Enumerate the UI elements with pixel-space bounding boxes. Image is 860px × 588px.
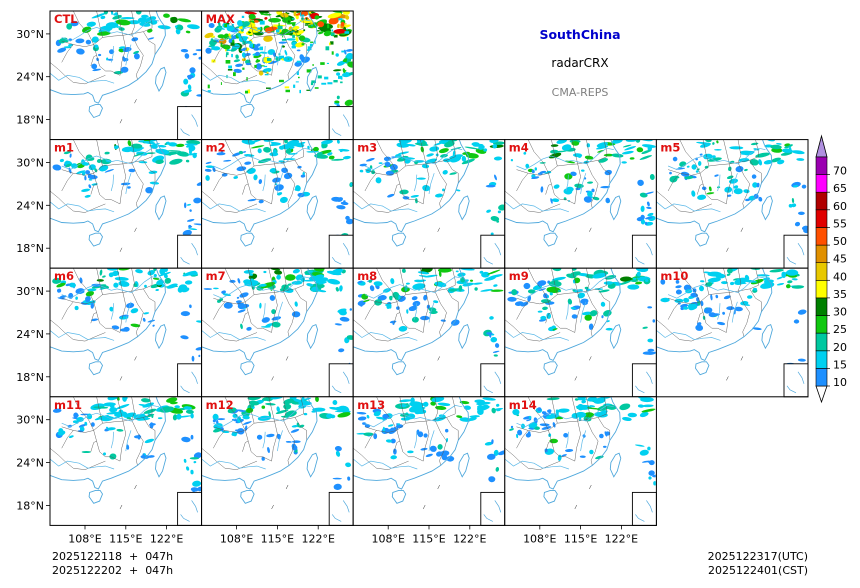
panel-CTL: CTL	[49, 10, 203, 141]
y-tick-label: 24°N	[16, 199, 44, 212]
panel-m14: m14	[504, 396, 657, 526]
colorbar-swatch	[815, 315, 828, 334]
colorbar-swatch	[815, 209, 828, 228]
init-time-utc: 2025122118 + 047h	[52, 550, 173, 563]
panel-m3: m3	[352, 139, 506, 269]
x-tick-label: 122°E	[605, 532, 638, 545]
colorbar-label: 15	[833, 358, 847, 371]
y-tick-label: 30°N	[16, 157, 44, 170]
panel-m12: m12	[201, 396, 354, 526]
panel-label-m14: m14	[509, 398, 537, 412]
colorbar-swatch	[815, 191, 828, 211]
colorbar-swatch	[815, 297, 828, 316]
x-tick-label: 115°E	[564, 532, 597, 545]
colorbar-label: 45	[833, 253, 847, 266]
colorbar-label: 40	[833, 270, 847, 283]
y-tick-label: 18°N	[16, 242, 44, 255]
x-tick-label: 108°E	[523, 532, 556, 545]
colorbar-label: 60	[833, 200, 847, 213]
colorbar: 10 15 20 25 30 35 40 45 50 55 60 65 70	[815, 134, 847, 404]
panel-m1: m1	[49, 139, 203, 269]
colorbar-label: 65	[833, 182, 847, 195]
panel-m8: m8	[352, 267, 506, 398]
colorbar-label: 50	[833, 235, 847, 248]
panel-m5: m5	[655, 139, 809, 269]
panel-label-m13: m13	[357, 398, 385, 412]
colorbar-swatch	[815, 262, 828, 281]
panel-m10: m10	[655, 267, 809, 398]
colorbar-extend-high	[815, 134, 828, 158]
colorbar-label: 30	[833, 306, 847, 319]
panel-m9: m9	[504, 267, 657, 398]
panel-m6: m6	[49, 267, 203, 398]
x-tick-label: 108°E	[220, 532, 253, 545]
y-tick-label: 24°N	[16, 71, 44, 84]
colorbar-swatch	[815, 350, 828, 369]
colorbar-swatch	[815, 279, 828, 299]
colorbar-label: 25	[833, 323, 847, 336]
panel-m4: m4	[504, 139, 657, 269]
panel-MAX: MAX	[201, 10, 354, 141]
y-tick-label: 30°N	[16, 28, 44, 41]
chart-title: SouthChina	[539, 27, 620, 42]
colorbar-label: 35	[833, 288, 847, 301]
panel-label-m8: m8	[357, 269, 377, 283]
panel-label-m1: m1	[54, 141, 74, 155]
y-tick-label: 18°N	[16, 499, 44, 512]
colorbar-swatch	[815, 244, 828, 264]
valid-time-utc: 2025122317(UTC)	[708, 550, 808, 563]
panel-label-m6: m6	[54, 269, 74, 283]
x-tick-label: 115°E	[109, 532, 142, 545]
y-tick-label: 30°N	[16, 414, 44, 427]
panel-m13: m13	[352, 396, 506, 526]
x-tick-label: 122°E	[150, 532, 183, 545]
panel-m7: m7	[201, 267, 354, 398]
x-tick-label: 108°E	[371, 532, 404, 545]
x-tick-label: 115°E	[261, 532, 294, 545]
y-tick-label: 24°N	[16, 328, 44, 341]
panel-grid: CTL 30°N 24°N 18°N MAX m1 30°N 24°N 18°N m2 m3 m4 m5…	[16, 10, 809, 545]
panel-label-m10: m10	[660, 269, 688, 283]
y-tick-label: 24°N	[16, 457, 44, 470]
panel-label-m2: m2	[206, 141, 226, 155]
x-tick-label: 122°E	[301, 532, 334, 545]
colorbar-label: 20	[833, 341, 847, 354]
chart-source: CMA-REPS	[552, 86, 609, 99]
valid-time-cst: 2025122401(CST)	[708, 564, 808, 577]
panel-label-m7: m7	[206, 269, 226, 283]
x-tick-label: 122°E	[453, 532, 486, 545]
colorbar-label: 55	[833, 218, 847, 231]
panel-label-m3: m3	[357, 141, 377, 155]
init-time-cst: 2025122202 + 047h	[52, 564, 173, 577]
colorbar-swatch	[815, 332, 828, 352]
panel-label-m12: m12	[206, 398, 234, 412]
y-tick-label: 18°N	[16, 114, 44, 127]
y-tick-label: 18°N	[16, 371, 44, 384]
colorbar-label: 70	[833, 165, 847, 178]
panel-label-m4: m4	[509, 141, 529, 155]
colorbar-swatch	[815, 156, 828, 175]
chart-subtitle: radarCRX	[551, 56, 608, 70]
colorbar-label: 10	[833, 376, 847, 389]
colorbar-swatch	[815, 368, 828, 387]
x-tick-label: 108°E	[68, 532, 101, 545]
colorbar-swatch	[815, 227, 828, 246]
panel-label-m11: m11	[54, 398, 82, 412]
panel-m2: m2	[201, 139, 354, 269]
x-tick-label: 115°E	[412, 532, 445, 545]
panel-label-m5: m5	[660, 141, 680, 155]
panel-label-MAX: MAX	[206, 12, 235, 26]
panel-label-CTL: CTL	[54, 12, 78, 26]
y-tick-label: 30°N	[16, 285, 44, 298]
colorbar-extend-low	[815, 385, 828, 404]
panel-m11: m11	[49, 396, 203, 526]
panel-label-m9: m9	[509, 269, 529, 283]
colorbar-swatch	[815, 174, 828, 193]
